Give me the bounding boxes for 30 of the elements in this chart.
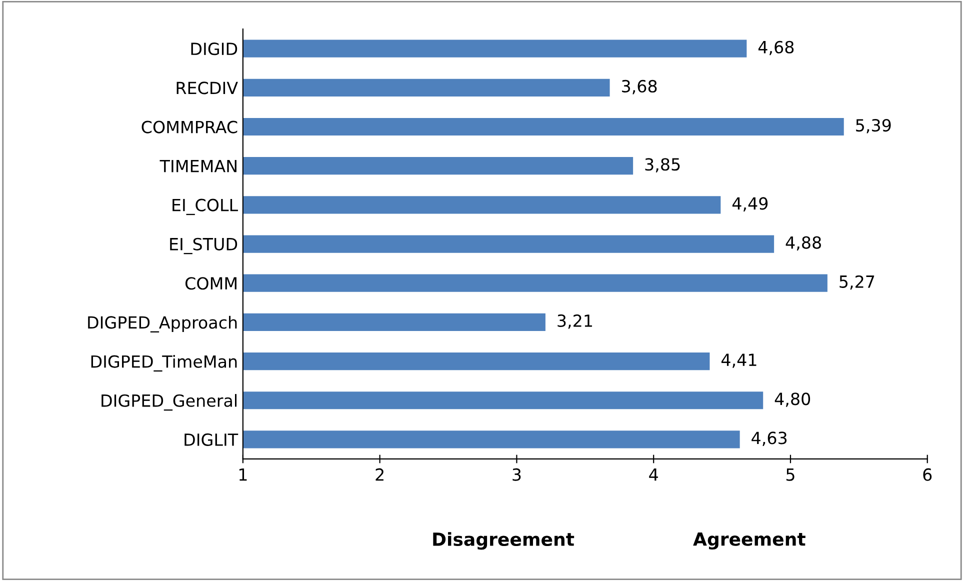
y-tick-label: EI_STUD (170, 238, 238, 254)
data-label: 3,85 (645, 158, 680, 172)
text: Disagreement (433, 532, 574, 550)
data-label: 4,88 (786, 236, 821, 251)
data-label: 5,27 (840, 275, 874, 290)
data-label: 4,41 (721, 354, 756, 368)
y-tick-label: DIGID (191, 42, 238, 56)
data-label: 4,80 (774, 392, 810, 407)
data-label: 4,49 (732, 197, 768, 212)
x-tick-label: 2 (376, 468, 384, 481)
y-tick-label: EI_COLL (172, 198, 238, 216)
y-tick-label: DIGPED_General (102, 394, 237, 411)
y-tick-label: COMM (185, 277, 236, 290)
y-tick-label: DIGPED_Approach (88, 316, 237, 332)
data-label: 3,21 (558, 314, 592, 329)
y-tick-label: DIGLIT (184, 433, 238, 446)
data-label: 3,68 (622, 80, 657, 94)
x-tick-label: 4 (649, 468, 658, 481)
x-tick-label: 1 (239, 468, 247, 481)
data-label: 4,63 (752, 432, 787, 446)
data-label: 5,39 (856, 118, 891, 134)
data-label: 4,68 (758, 40, 794, 56)
x-tick-label: 5 (786, 468, 794, 481)
y-tick-label: RECDIV (176, 82, 238, 94)
y-tick-label: TIMEMAN (160, 160, 236, 172)
y-tick-label: COMMPRAC (142, 120, 238, 134)
y-tick-label: DIGPED_TimeMan (91, 354, 237, 372)
x-tick-label: 3 (512, 468, 521, 481)
text: Agreement (693, 532, 806, 550)
x-tick-label: 6 (923, 468, 932, 481)
